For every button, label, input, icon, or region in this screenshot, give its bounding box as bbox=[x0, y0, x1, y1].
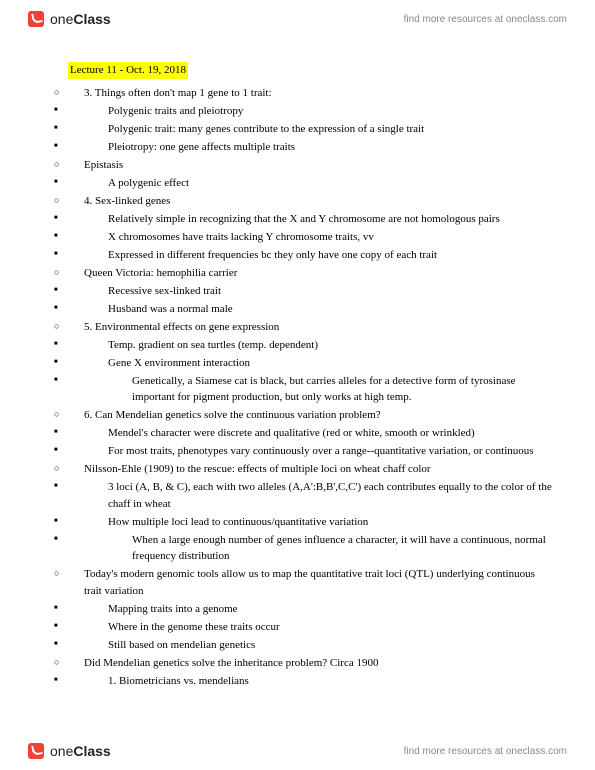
outline-item: Did Mendelian genetics solve the inherit… bbox=[68, 655, 553, 672]
outline-item: Expressed in different frequencies bc th… bbox=[68, 247, 553, 264]
outline-item: A polygenic effect bbox=[68, 175, 553, 192]
outline-item: How multiple loci lead to continuous/qua… bbox=[68, 514, 553, 531]
content: Lecture 11 - Oct. 19, 2018 3. Things oft… bbox=[68, 62, 553, 691]
brand-text: oneClass bbox=[50, 11, 111, 27]
footer-tagline: find more resources at oneclass.com bbox=[404, 746, 567, 757]
outline-item: Temp. gradient on sea turtles (temp. dep… bbox=[68, 337, 553, 354]
outline-item: Genetically, a Siamese cat is black, but… bbox=[68, 373, 553, 406]
brand-name1: one bbox=[50, 743, 73, 759]
outline-item: X chromosomes have traits lacking Y chro… bbox=[68, 229, 553, 246]
outline-item: 6. Can Mendelian genetics solve the cont… bbox=[68, 407, 553, 424]
header-tagline: find more resources at oneclass.com bbox=[404, 14, 567, 25]
brand-name1: one bbox=[50, 11, 73, 27]
brand-icon bbox=[28, 11, 44, 27]
outline-item: Mendel's character were discrete and qua… bbox=[68, 425, 553, 442]
outline-item: Where in the genome these traits occur bbox=[68, 619, 553, 636]
brand: oneClass bbox=[28, 11, 111, 27]
outline-item: Polygenic trait: many genes contribute t… bbox=[68, 121, 553, 138]
outline-item: 4. Sex-linked genes bbox=[68, 193, 553, 210]
outline-item: 3 loci (A, B, & C), each with two allele… bbox=[68, 479, 553, 512]
brand-name2: Class bbox=[73, 743, 110, 759]
header: oneClass find more resources at oneclass… bbox=[0, 0, 595, 38]
lecture-title: Lecture 11 - Oct. 19, 2018 bbox=[68, 62, 188, 79]
outline-item: 1. Biometricians vs. mendelians bbox=[68, 673, 553, 690]
outline-item: When a large enough number of genes infl… bbox=[68, 532, 553, 565]
outline-item: Pleiotropy: one gene affects multiple tr… bbox=[68, 139, 553, 156]
outline-item: For most traits, phenotypes vary continu… bbox=[68, 443, 553, 460]
footer-brand: oneClass bbox=[28, 743, 111, 759]
outline-item: Queen Victoria: hemophilia carrier bbox=[68, 265, 553, 282]
outline-item: 3. Things often don't map 1 gene to 1 tr… bbox=[68, 85, 553, 102]
outline-item: Nilsson-Ehle (1909) to the rescue: effec… bbox=[68, 461, 553, 478]
footer-brand-text: oneClass bbox=[50, 743, 111, 759]
brand-name2: Class bbox=[73, 11, 110, 27]
outline-item: Polygenic traits and pleiotropy bbox=[68, 103, 553, 120]
outline-item: Gene X environment interaction bbox=[68, 355, 553, 372]
outline-list: 3. Things often don't map 1 gene to 1 tr… bbox=[68, 85, 553, 690]
outline-item: Today's modern genomic tools allow us to… bbox=[68, 566, 553, 599]
footer: oneClass find more resources at oneclass… bbox=[0, 732, 595, 770]
outline-item: Relatively simple in recognizing that th… bbox=[68, 211, 553, 228]
outline-item: Husband was a normal male bbox=[68, 301, 553, 318]
outline-item: Mapping traits into a genome bbox=[68, 601, 553, 618]
outline-item: Still based on mendelian genetics bbox=[68, 637, 553, 654]
brand-icon bbox=[28, 743, 44, 759]
outline-item: Epistasis bbox=[68, 157, 553, 174]
outline-item: Recessive sex-linked trait bbox=[68, 283, 553, 300]
outline-item: 5. Environmental effects on gene express… bbox=[68, 319, 553, 336]
